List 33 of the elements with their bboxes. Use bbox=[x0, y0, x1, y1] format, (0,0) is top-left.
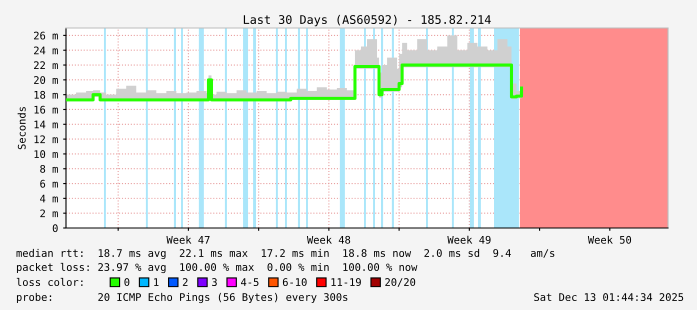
y-tick-label: 8 m bbox=[40, 164, 58, 173]
text: probe: 20 ICMP Echo Pings (56 Bytes) every 300s bbox=[16, 292, 348, 304]
text: Sat Dec 13 01:44:34 2025 bbox=[534, 293, 684, 302]
y-tick-label: 10 m bbox=[34, 150, 58, 158]
y-tick-label: 26 m bbox=[34, 32, 58, 40]
legend-label: 6-10 bbox=[282, 278, 307, 286]
chart-title: Last 30 Days (AS60592) - 185.82.214 bbox=[244, 14, 491, 26]
y-tick-label: 24 m bbox=[34, 46, 58, 54]
legend-label: 11-19 bbox=[331, 278, 361, 286]
text: median rtt: 18.7 ms avg 22.1 ms max 17.2 ms min 18.8 ms now 2.0 ms sd 9.4 am/s bbox=[16, 248, 554, 260]
y-tick-label: 22 m bbox=[34, 61, 58, 70]
y-axis-title: Seconds bbox=[18, 107, 26, 150]
legend-label: 3 bbox=[212, 278, 217, 286]
legend-label: 20/20 bbox=[385, 278, 416, 287]
y-tick-label: 6 m bbox=[40, 180, 58, 188]
y-tick-label: 20 m bbox=[34, 76, 58, 84]
y-tick-label: 14 m bbox=[34, 120, 58, 128]
legend-label: 1 bbox=[154, 278, 159, 286]
x-tick-label: Week 49 bbox=[447, 236, 491, 244]
y-tick-label: 12 m bbox=[34, 135, 58, 144]
x-tick-label: Week 47 bbox=[166, 236, 210, 244]
text: packet loss: 23.97 % avg 100.00 % max 0.00 % min 100.00 % now bbox=[16, 262, 418, 274]
legend-label: 2 bbox=[182, 278, 188, 286]
y-tick-label: 0 bbox=[52, 224, 58, 232]
y-tick-label: 18 m bbox=[34, 90, 58, 99]
x-tick-label: Week 48 bbox=[306, 236, 350, 244]
legend-title: loss color: bbox=[16, 278, 82, 286]
legend-label: 0 bbox=[124, 278, 130, 286]
y-tick-label: 16 m bbox=[34, 106, 58, 114]
y-tick-label: 2 m bbox=[40, 209, 58, 218]
x-tick-label: Week 50 bbox=[588, 236, 632, 244]
legend-label: 4-5 bbox=[241, 278, 258, 286]
y-tick-label: 4 m bbox=[40, 194, 58, 202]
